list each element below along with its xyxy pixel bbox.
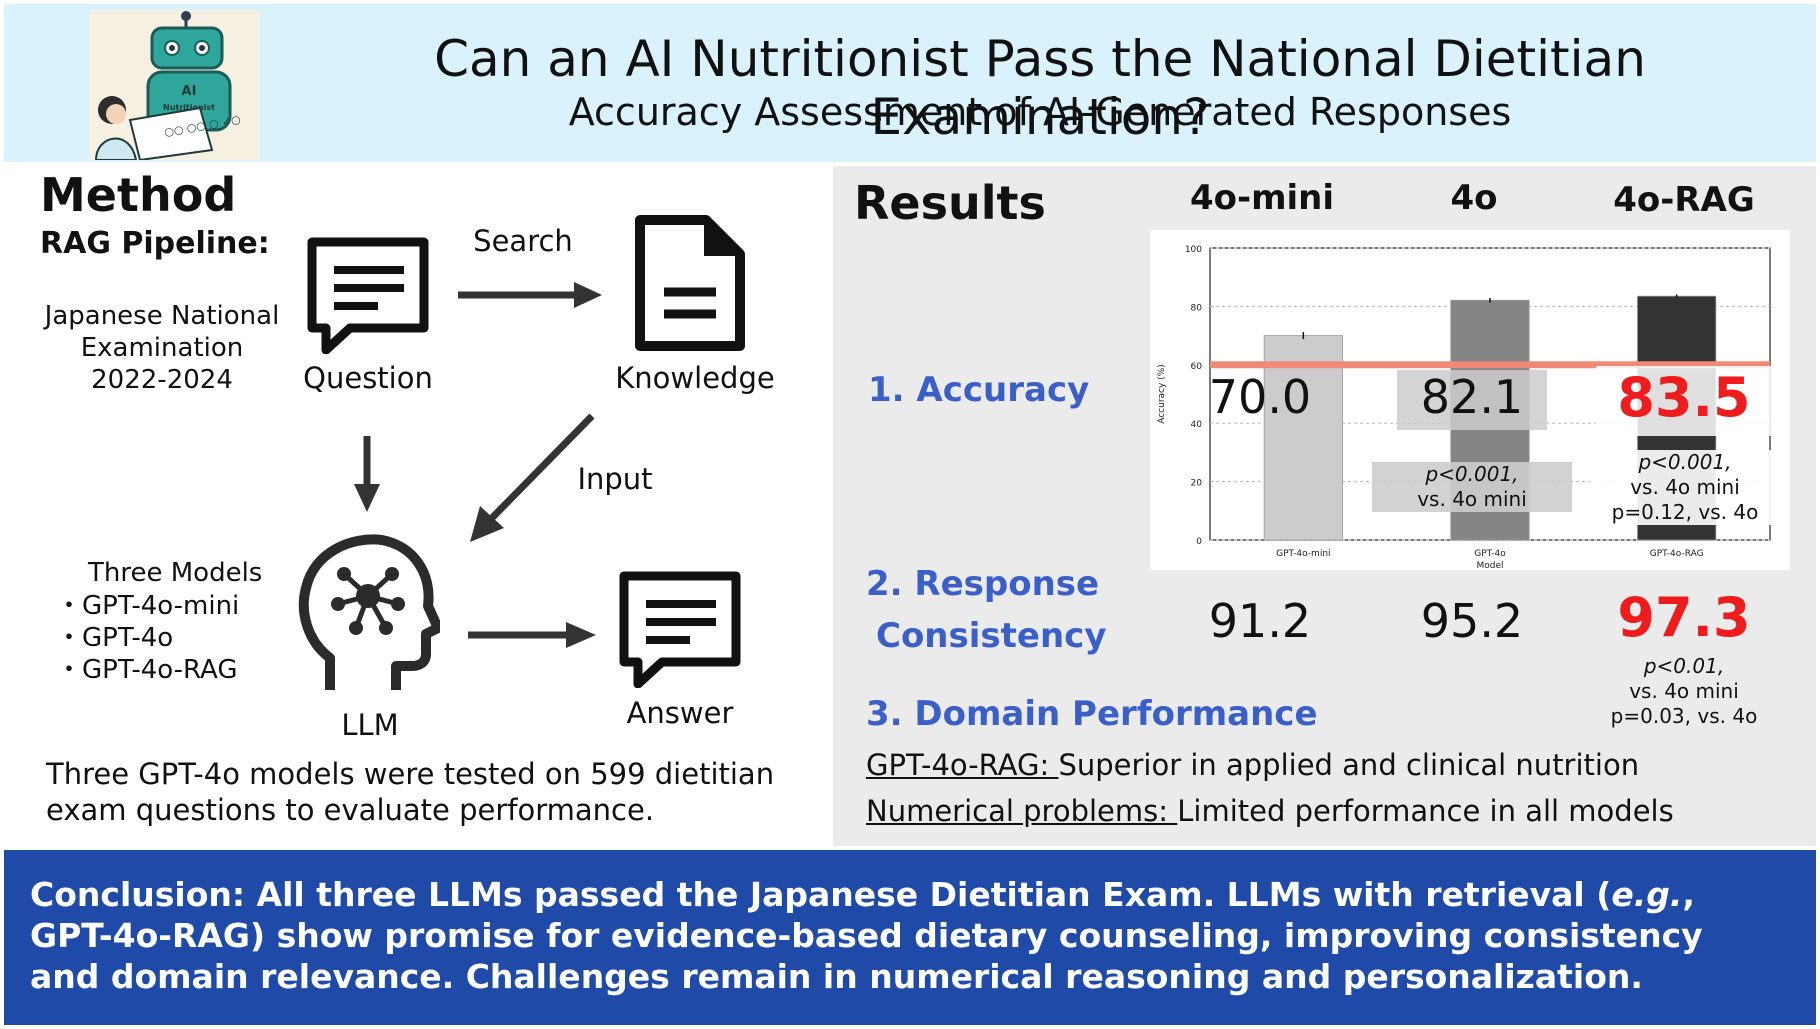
question-label: Question [303, 361, 433, 395]
consistency-value-4o-rag: 97.3 [1617, 586, 1751, 649]
comparison-text: p=0.03, vs. 4o [1610, 704, 1758, 728]
arrow-down-icon [354, 436, 380, 512]
comparison-text: vs. 4o mini [1629, 679, 1739, 703]
bar [1263, 335, 1343, 541]
models-list: ・GPT-4o-mini ・GPT-4o ・GPT-4o-RAG [56, 590, 239, 686]
models-heading: Three Models [88, 558, 263, 588]
comparison-text: vs. 4o mini [1630, 475, 1740, 499]
knowledge-label: Knowledge [615, 361, 775, 395]
conclusion-part: , GPT-4o-RAG) show promise for evidence-… [30, 875, 1703, 996]
p-value-text: p<0.001, [1425, 462, 1519, 486]
arrow-right-icon [468, 622, 596, 648]
exam-source: Japanese National Examination 2022-2024 [32, 300, 292, 396]
accuracy-value-4o-mini: 70.0 [1208, 370, 1312, 424]
domain-line-rag: GPT-4o-RAG: Superior in applied and clin… [866, 748, 1639, 782]
p-value-text: p<0.01, [1643, 654, 1725, 678]
x-tick-label: GPT-4o [1474, 549, 1506, 559]
exam-source-line: 2022-2024 [91, 365, 233, 395]
method-summary: Three GPT-4o models were tested on 599 d… [46, 757, 775, 827]
robot-icon: AI Nutritionist ○○ ○○ ○ ✓○ [94, 11, 242, 162]
x-axis-label: Model [1476, 561, 1503, 570]
pipeline-label: RAG Pipeline: [40, 226, 270, 261]
consistency-note-4o-rag: p<0.01, vs. 4o mini p=0.03, vs. 4o [1584, 654, 1784, 729]
arrow-right-icon [458, 282, 602, 308]
robot-badge-ai: AI [182, 84, 197, 99]
method-heading: Method [40, 168, 237, 222]
accuracy-note-4o: p<0.001, vs. 4o mini [1372, 462, 1572, 512]
answer-label: Answer [626, 696, 734, 730]
column-header-4o: 4o [1450, 178, 1498, 218]
metric-domain: 3. Domain Performance [866, 694, 1318, 734]
exam-source-line: Japanese National [44, 301, 280, 331]
conclusion-part: Conclusion: All three LLMs passed the Ja… [30, 875, 1612, 914]
x-tick-label: GPT-4o-RAG [1650, 549, 1704, 559]
header-banner [4, 4, 1816, 162]
domain-lead: Numerical problems: [866, 794, 1178, 828]
input-label: Input [577, 462, 653, 496]
chat-answer-icon [619, 571, 741, 688]
chat-document-icon [307, 237, 429, 354]
y-tick-label: 40 [1191, 420, 1203, 430]
domain-rest: Superior in applied and clinical nutriti… [1058, 748, 1640, 782]
x-tick-label: GPT-4o-mini [1276, 549, 1330, 559]
conclusion-banner [4, 850, 1816, 1025]
accuracy-value-4o: 82.1 [1397, 370, 1547, 430]
metric-accuracy: 1. Accuracy [868, 370, 1090, 410]
y-tick-label: 20 [1191, 479, 1203, 489]
comparison-text: p=0.12, vs. 4o [1611, 500, 1759, 524]
document-icon [635, 215, 745, 351]
column-header-4o-rag: 4o-RAG [1613, 180, 1755, 220]
y-tick-label: 100 [1185, 245, 1202, 255]
ai-nutritionist-illustration: AI Nutritionist ○○ ○○ ○ ✓○ [90, 10, 260, 162]
search-label: Search [473, 224, 573, 258]
accuracy-note-4o-rag: p<0.001, vs. 4o mini p=0.12, vs. 4o [1590, 450, 1780, 525]
model-item: ・GPT-4o [56, 623, 174, 653]
page-title: Can an AI Nutritionist Pass the National… [434, 30, 1646, 146]
conclusion-text: Conclusion: All three LLMs passed the Ja… [30, 874, 1770, 997]
column-header-4o-mini: 4o-mini [1189, 178, 1335, 218]
arrow-diagonal-icon [470, 413, 595, 542]
accuracy-value-4o-rag: 83.5 [1596, 366, 1772, 436]
y-tick-label: 60 [1191, 362, 1203, 372]
y-tick-label: 80 [1191, 303, 1203, 313]
domain-line-numerical: Numerical problems: Limited performance … [866, 794, 1674, 828]
model-item: ・GPT-4o-mini [56, 591, 240, 621]
p-value-text: p<0.001, [1638, 450, 1732, 474]
model-item: ・GPT-4o-RAG [56, 655, 238, 685]
domain-rest: Limited performance in all models [1177, 794, 1674, 828]
metric-consistency-line2: Consistency [876, 616, 1107, 656]
exam-source-line: Examination [80, 333, 244, 363]
consistency-value-4o: 95.2 [1420, 594, 1524, 648]
consistency-value-4o-mini: 91.2 [1208, 594, 1312, 648]
y-axis-label: Accuracy (%) [1157, 364, 1167, 424]
method-panel [4, 166, 829, 846]
conclusion-part-italic: e.g. [1611, 875, 1683, 914]
y-tick-label: 0 [1196, 537, 1202, 547]
brain-network-head-icon [298, 534, 440, 690]
page-subtitle: Accuracy Assessment of AI-Generated Resp… [568, 90, 1512, 134]
robot-badge-nutritionist: Nutritionist [163, 103, 215, 112]
metric-consistency-line1: 2. Response [866, 564, 1100, 604]
comparison-text: vs. 4o mini [1417, 487, 1527, 511]
results-heading: Results [854, 176, 1046, 230]
llm-label: LLM [341, 708, 399, 742]
domain-lead: GPT-4o-RAG: [866, 748, 1059, 782]
